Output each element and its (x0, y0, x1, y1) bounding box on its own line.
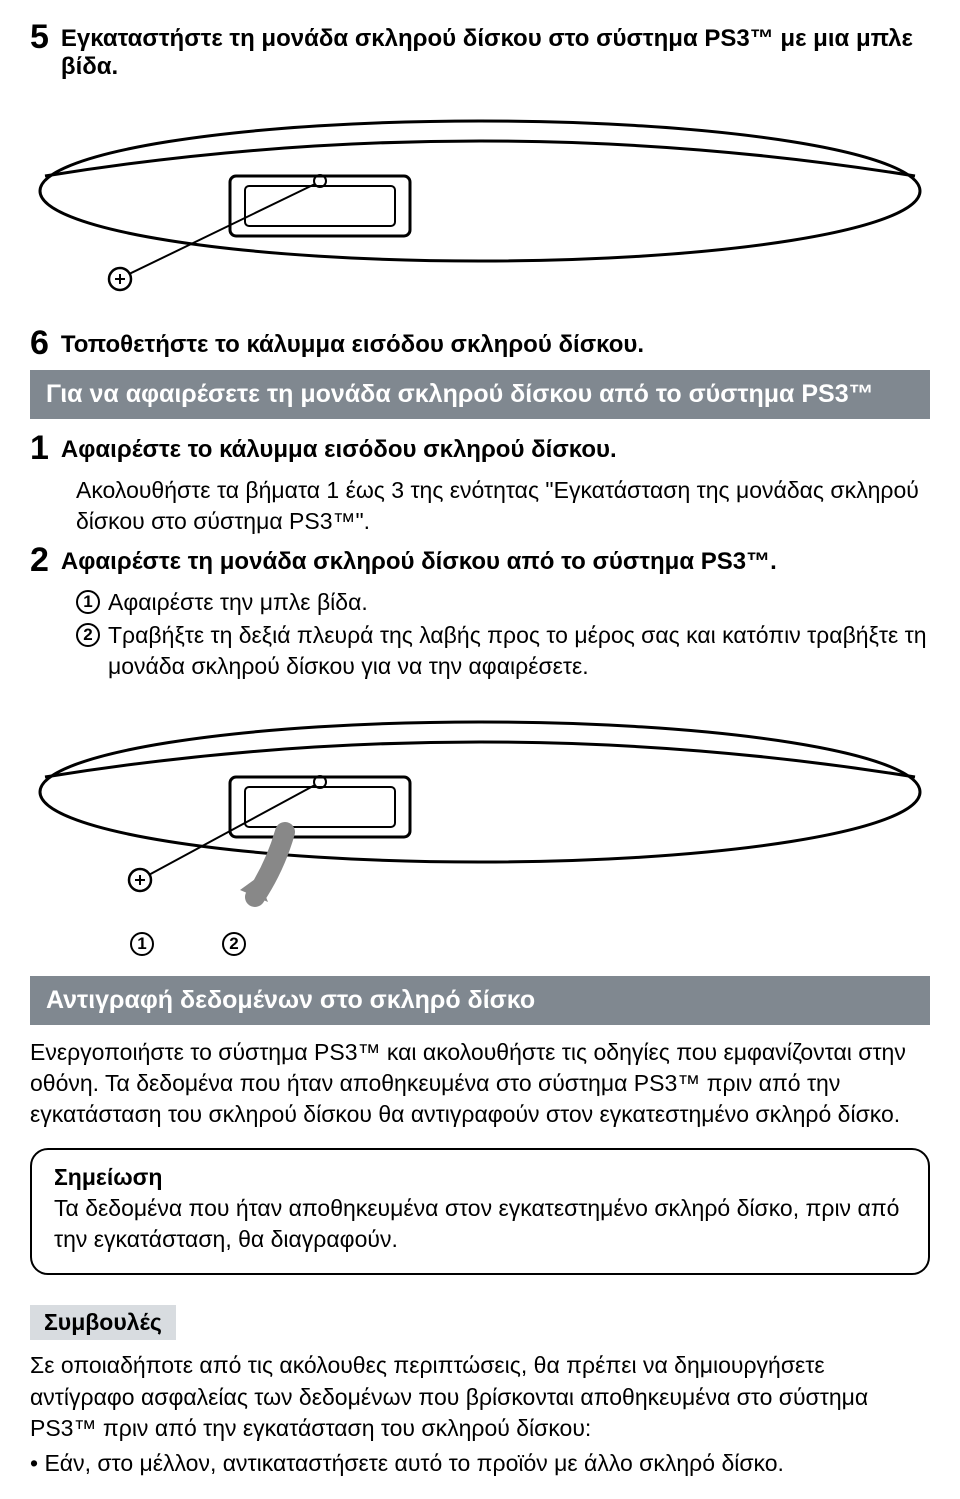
substep-1: 1 Αφαιρέστε την μπλε βίδα. (76, 587, 930, 618)
step-1-subtext: Ακολουθήστε τα βήματα 1 έως 3 της ενότητ… (76, 475, 930, 537)
step-5-number: 5 (30, 20, 49, 54)
diagram-label-2: 2 (222, 932, 246, 956)
step-2-number: 2 (30, 543, 49, 577)
note-body: Τα δεδομένα που ήταν αποθηκευμένα στον ε… (54, 1193, 906, 1255)
step-6-text: Τοποθετήστε το κάλυμμα εισόδου σκληρού δ… (61, 326, 644, 359)
tips-bullet-1: • Εάν, στο μέλλον, αντικαταστήσετε αυτό … (30, 1448, 930, 1479)
note-box: Σημείωση Τα δεδομένα που ήταν αποθηκευμέ… (30, 1148, 930, 1275)
substep-1-text: Αφαιρέστε την μπλε βίδα. (108, 587, 368, 618)
step-1-text: Αφαιρέστε το κάλυμμα εισόδου σκληρού δίσ… (61, 431, 617, 464)
step-2: 2 Αφαιρέστε τη μονάδα σκληρού δίσκου από… (30, 543, 930, 577)
diagram-label-1: 1 (130, 932, 154, 956)
step-1: 1 Αφαιρέστε το κάλυμμα εισόδου σκληρού δ… (30, 431, 930, 465)
diagram-remove (30, 702, 930, 912)
section-copy-title: Αντιγραφή δεδομένων στο σκληρό δίσκο (30, 976, 930, 1025)
step-5-text: Εγκαταστήστε τη μονάδα σκληρού δίσκου στ… (61, 20, 930, 81)
substep-2-text: Τραβήξτε τη δεξιά πλευρά της λαβής προς … (108, 620, 930, 682)
substep-1-number: 1 (76, 590, 100, 614)
tips-label: Συμβουλές (30, 1305, 176, 1340)
step-6: 6 Τοποθετήστε το κάλυμμα εισόδου σκληρού… (30, 326, 930, 360)
copy-paragraph: Ενεργοποιήστε το σύστημα PS3™ και ακολου… (30, 1037, 930, 1130)
section-remove-title: Για να αφαιρέσετε τη μονάδα σκληρού δίσκ… (30, 370, 930, 419)
step-5: 5 Εγκαταστήστε τη μονάδα σκληρού δίσκου … (30, 20, 930, 81)
diagram-labels: 1 2 (130, 929, 930, 956)
substep-2: 2 Τραβήξτε τη δεξιά πλευρά της λαβής προ… (76, 620, 930, 682)
step-1-number: 1 (30, 431, 49, 465)
note-title: Σημείωση (54, 1164, 906, 1191)
diagram-install (30, 101, 930, 301)
tips-paragraph: Σε οποιαδήποτε από τις ακόλουθες περιπτώ… (30, 1350, 930, 1443)
step-6-number: 6 (30, 326, 49, 360)
substep-2-number: 2 (76, 623, 100, 647)
step-2-text: Αφαιρέστε τη μονάδα σκληρού δίσκου από τ… (61, 543, 777, 576)
